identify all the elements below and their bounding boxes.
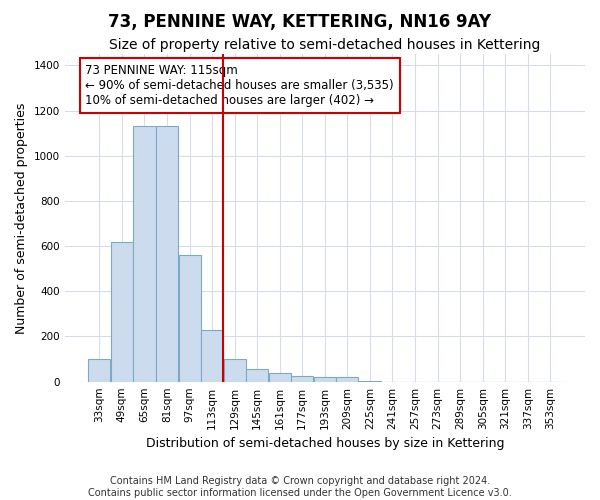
Bar [337,377,358,382]
Bar [88,359,110,382]
X-axis label: Distribution of semi-detached houses by size in Kettering: Distribution of semi-detached houses by … [146,437,504,450]
Bar [133,126,155,382]
Bar [224,359,245,382]
Bar [179,255,200,382]
Text: 73 PENNINE WAY: 115sqm
← 90% of semi-detached houses are smaller (3,535)
10% of : 73 PENNINE WAY: 115sqm ← 90% of semi-det… [85,64,394,107]
Y-axis label: Number of semi-detached properties: Number of semi-detached properties [15,102,28,334]
Bar [314,377,336,382]
Bar [111,242,133,382]
Bar [156,126,178,382]
Bar [201,330,223,382]
Bar [291,376,313,382]
Bar [359,380,381,382]
Text: Contains HM Land Registry data © Crown copyright and database right 2024.
Contai: Contains HM Land Registry data © Crown c… [88,476,512,498]
Text: 73, PENNINE WAY, KETTERING, NN16 9AY: 73, PENNINE WAY, KETTERING, NN16 9AY [109,12,491,30]
Title: Size of property relative to semi-detached houses in Kettering: Size of property relative to semi-detach… [109,38,541,52]
Bar [269,372,291,382]
Bar [246,370,268,382]
